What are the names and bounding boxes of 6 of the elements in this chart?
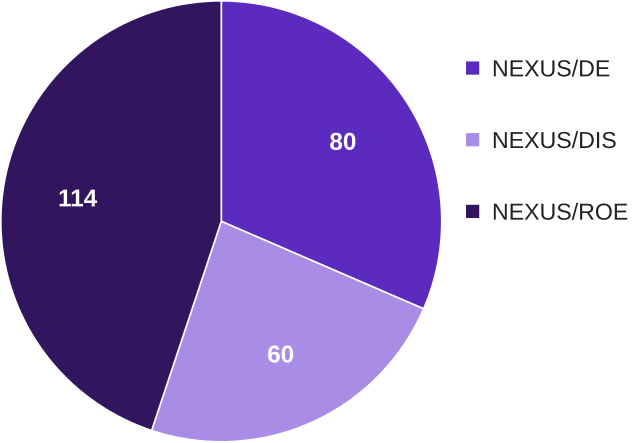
data-label: 114 <box>60 190 98 207</box>
legend-label: NEXUS/ROE <box>494 203 628 220</box>
legend-label: NEXUS/DIS <box>494 131 616 148</box>
data-label: 60 <box>268 346 294 363</box>
legend-label: NEXUS/DE <box>494 60 610 77</box>
data-label: 80 <box>330 132 356 150</box>
